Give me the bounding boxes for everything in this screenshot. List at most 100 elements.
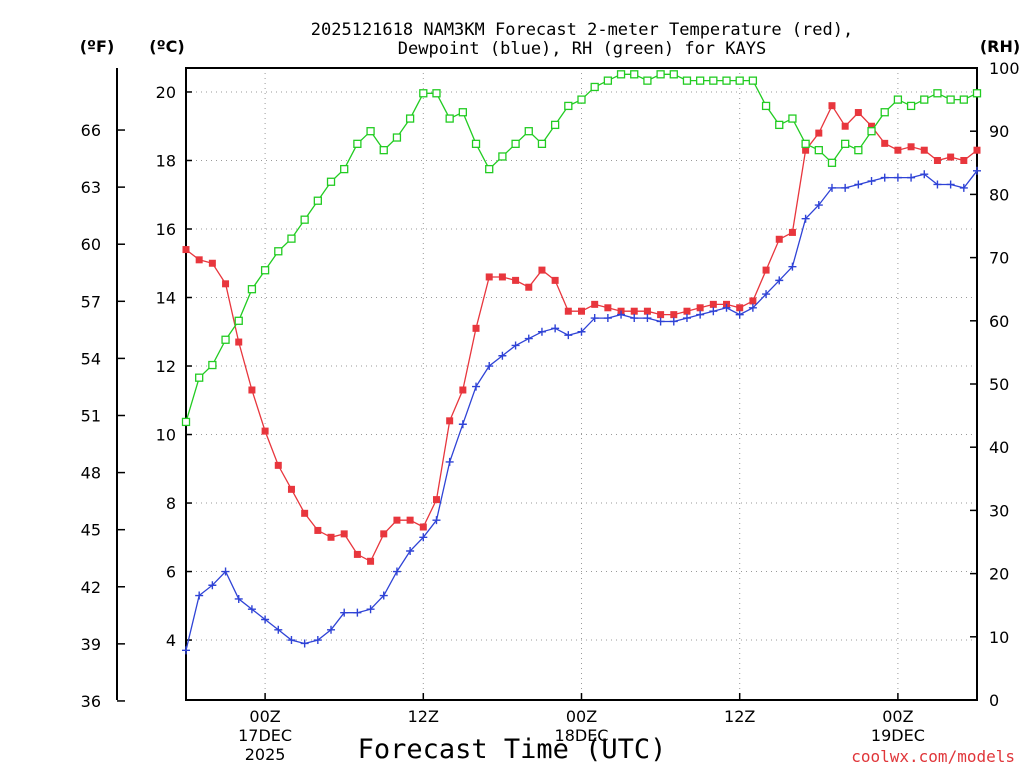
temperature-point — [947, 153, 955, 161]
temperature-point — [551, 276, 559, 284]
temperature-point — [762, 266, 770, 274]
temperature-point — [894, 146, 902, 154]
dewpoint-point — [854, 180, 863, 189]
dewpoint-point — [353, 608, 362, 617]
temperature-point — [195, 256, 203, 264]
rh-point — [247, 285, 257, 294]
celsius-tick-label: 8 — [166, 494, 176, 513]
dewpoint-point — [603, 314, 612, 323]
rh-axis: 0 10 20 30 40 50 60 70 80 90 100 — [970, 59, 1020, 710]
temperature-point — [419, 523, 427, 531]
rh-point — [471, 139, 481, 148]
rh-point — [392, 133, 402, 142]
temperature-point — [933, 156, 941, 164]
temperature-point — [498, 273, 506, 281]
fahrenheit-axis: 36 39 42 45 48 51 54 57 60 63 66 — [81, 121, 125, 711]
dewpoint-point — [933, 180, 942, 189]
dewpoint-point — [775, 276, 784, 285]
fahrenheit-tick-label: 63 — [81, 178, 101, 197]
temperature-point — [459, 386, 467, 394]
dewpoint-point — [432, 516, 441, 525]
rh-point — [761, 101, 771, 111]
dewpoint-point — [406, 546, 415, 555]
dewpoint-point — [313, 636, 322, 645]
rh-tick-label: 50 — [989, 375, 1009, 394]
rh-point — [854, 146, 863, 155]
celsius-tick-label: 20 — [156, 83, 176, 102]
rh-point — [669, 70, 678, 79]
rh-series — [181, 70, 982, 427]
temperature-point — [353, 550, 361, 558]
fahrenheit-tick-label: 39 — [81, 635, 101, 654]
temperature-point — [868, 122, 876, 130]
dewpoint-point — [208, 581, 217, 590]
dewpoint-point — [696, 310, 705, 319]
rh-point — [458, 108, 468, 117]
temperature-point — [973, 146, 981, 154]
rh-point — [234, 316, 243, 325]
rh-tick-label: 40 — [989, 438, 1009, 457]
x-axis-title: Forecast Time (UTC) — [358, 734, 667, 765]
year-label: 2025 — [245, 745, 286, 764]
dewpoint-point — [735, 310, 744, 319]
dewpoint-point — [472, 382, 481, 391]
dewpoint-point — [788, 262, 797, 271]
dewpoint-point — [722, 303, 731, 312]
rh-point — [801, 139, 810, 148]
rh-point — [696, 76, 705, 85]
dewpoint-point — [973, 166, 981, 175]
rh-point — [300, 215, 309, 224]
credit-text: coolwx.com/models — [851, 747, 1015, 766]
fahrenheit-tick-label: 48 — [81, 464, 101, 483]
fahrenheit-tick-label: 36 — [81, 692, 101, 711]
fahrenheit-tick-label: 54 — [81, 349, 101, 368]
temperature-point — [340, 530, 348, 538]
temperature-point — [736, 304, 744, 312]
temperature-point — [208, 259, 216, 267]
rh-point — [181, 417, 191, 427]
temperature-point — [696, 304, 704, 312]
time-tick-label: 12Z — [408, 707, 439, 726]
temperature-point — [960, 156, 968, 164]
rh-tick-label: 20 — [989, 565, 1009, 584]
rh-point — [313, 196, 322, 205]
temperature-point — [815, 129, 823, 137]
temperature-point — [643, 307, 651, 315]
fahrenheit-unit-label: (ºF) — [80, 37, 115, 56]
temperature-point — [274, 461, 282, 469]
dewpoint-point — [485, 362, 494, 371]
temperature-point — [749, 297, 757, 305]
time-tick-label: 00Z — [882, 707, 913, 726]
dewpoint-point — [893, 173, 902, 182]
rh-point — [603, 76, 613, 85]
rh-point — [379, 146, 388, 155]
rh-point — [405, 114, 415, 123]
temperature-point — [248, 386, 256, 394]
dewpoint-point — [195, 591, 204, 600]
dewpoint-point — [511, 341, 520, 350]
dewpoint-point — [300, 639, 309, 648]
dewpoint-point — [920, 170, 929, 179]
dewpoint-point — [327, 625, 336, 634]
rh-point — [827, 158, 837, 167]
fahrenheit-tick-label: 57 — [81, 292, 101, 311]
rh-point — [643, 76, 652, 85]
dewpoint-point — [445, 457, 454, 466]
temperature-point — [406, 516, 414, 524]
rh-point — [841, 139, 850, 148]
dewpoint-point — [827, 183, 836, 192]
rh-point — [511, 139, 520, 148]
dewpoint-point — [880, 173, 889, 182]
temperature-point — [802, 146, 810, 154]
dewpoint-point — [748, 303, 757, 312]
dewpoint-point — [366, 605, 375, 614]
rh-point — [630, 70, 639, 79]
rh-point — [208, 360, 217, 370]
temperature-point — [472, 324, 480, 332]
rh-point — [564, 101, 573, 111]
rh-point — [340, 164, 349, 174]
dewpoint-point — [590, 314, 599, 323]
dewpoint-point — [643, 314, 652, 323]
chart-title-line1: 2025121618 NAM3KM Forecast 2-meter Tempe… — [311, 20, 853, 40]
celsius-unit-label: (ºC) — [149, 37, 184, 56]
